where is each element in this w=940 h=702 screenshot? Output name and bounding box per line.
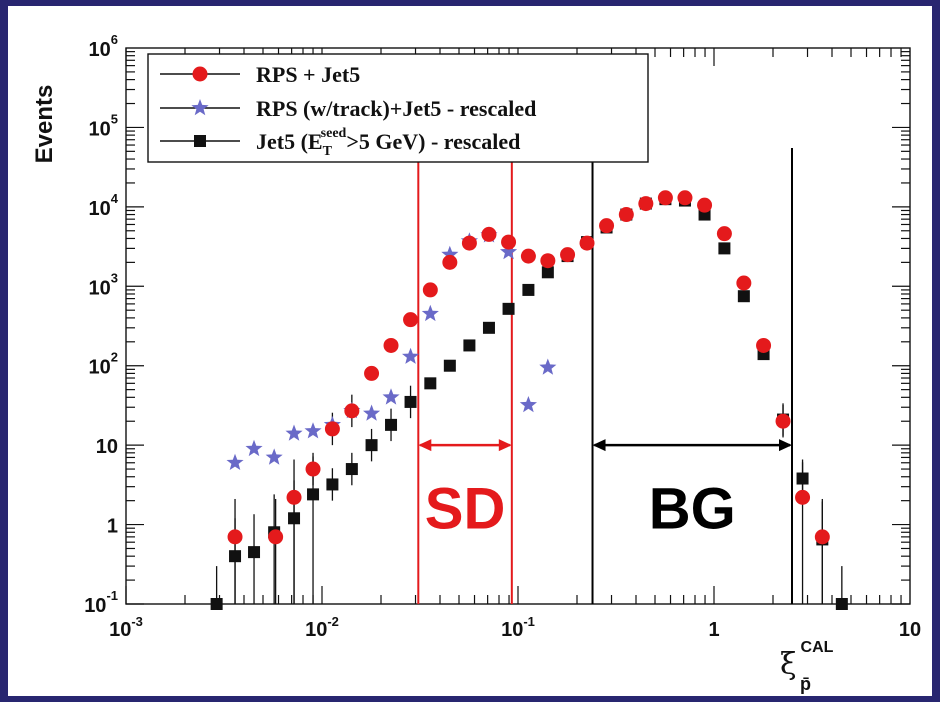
data-point-circle [442, 254, 458, 270]
legend: RPS + Jet5 RPS (w/track)+Jet5 - rescaled J… [147, 53, 649, 163]
data-point-circle [560, 247, 576, 263]
label-layer: Events ξ CAL p̄ [31, 85, 834, 694]
data-point-square [248, 546, 261, 559]
data-point-star [382, 388, 400, 405]
data-point-circle [638, 196, 654, 212]
data-point-circle [618, 207, 634, 223]
y-tick-label: 10 [96, 436, 118, 458]
chart-svg: SD BG 10-3 10-2 10-1 1 1010-11101021031041051… [8, 6, 932, 696]
data-point-circle [677, 190, 693, 206]
legend-label: RPS (w/track)+Jet5 - rescaled [256, 96, 536, 121]
data-point-square [307, 488, 320, 501]
y-tick-label: 102 [89, 350, 118, 379]
data-point-circle [775, 413, 791, 429]
legend-label: RPS + Jet5 [256, 62, 360, 87]
legend-marker-circle [192, 66, 208, 82]
region-layer: SD BG [417, 148, 793, 604]
y-tick-label: 105 [89, 111, 118, 140]
data-point-square [541, 266, 554, 279]
data-point-circle [227, 529, 243, 545]
data-point-circle [814, 529, 830, 545]
legend-marker-square [194, 135, 206, 147]
data-point-square [385, 418, 398, 431]
data-layer [210, 190, 848, 610]
data-point-circle [697, 197, 713, 213]
data-point-circle [520, 248, 536, 264]
region-arrowhead-right [778, 439, 792, 452]
data-point-circle [540, 253, 556, 269]
data-point-square [835, 598, 848, 610]
data-point-circle [736, 275, 752, 291]
data-point-star [402, 347, 420, 364]
y-tick-label: 103 [89, 270, 118, 299]
data-point-square [288, 512, 301, 525]
data-point-square [365, 439, 378, 452]
x-tick-label: 10-2 [305, 614, 339, 641]
data-point-circle [599, 218, 615, 234]
data-point-square [482, 321, 495, 334]
data-point-circle [501, 234, 517, 250]
y-axis-label: Events [31, 85, 58, 164]
data-point-star [265, 448, 283, 465]
region-arrowhead-left [592, 439, 606, 452]
axis-layer: 10-3 10-2 10-1 1 10 10-1 1 10 102 103 104 105 106 [84, 32, 921, 641]
data-point-square [345, 463, 358, 476]
data-point-star [421, 304, 439, 322]
data-point-circle [657, 190, 673, 206]
x-tick-label: 1 [708, 619, 719, 641]
data-point-square [326, 478, 339, 491]
x-tick-label: 10-1 [501, 614, 535, 641]
data-point-square [737, 290, 750, 303]
data-point-circle [324, 421, 340, 437]
data-point-circle [461, 235, 477, 251]
region-arrowhead-right [498, 439, 512, 452]
data-point-square [522, 283, 535, 296]
data-point-square [796, 472, 809, 485]
y-tick-label: 1 [107, 516, 118, 538]
data-point-circle [268, 529, 284, 545]
data-point-circle [364, 365, 380, 381]
data-point-circle [383, 337, 399, 353]
y-tick-label: 10-1 [84, 588, 118, 617]
data-point-circle [481, 226, 497, 242]
data-point-star [500, 243, 518, 260]
legend-label: Jet5 (ETseed>5 GeV) - rescaled [256, 126, 520, 159]
data-point-circle [716, 226, 732, 242]
data-point-square [424, 377, 437, 390]
data-point-star [285, 424, 303, 441]
data-point-star [226, 453, 244, 470]
region-label-bg: BG [649, 476, 736, 541]
data-point-circle [795, 489, 811, 505]
data-point-square [463, 339, 476, 352]
data-point-circle [286, 489, 302, 505]
data-point-circle [403, 312, 419, 328]
data-point-square [210, 598, 223, 610]
data-point-square [443, 359, 456, 372]
y-tick-label: 104 [89, 191, 119, 220]
y-tick-label: 106 [89, 32, 118, 61]
data-point-circle [579, 235, 595, 251]
region-label-sd: SD [425, 476, 506, 541]
data-point-star [519, 396, 537, 413]
data-point-square [404, 395, 417, 408]
x-tick-label: 10-3 [109, 614, 143, 641]
data-point-square [718, 242, 731, 255]
legend-marker-star [191, 99, 209, 116]
x-axis-label: ξ CAL p̄ [780, 639, 834, 694]
data-point-star [539, 358, 557, 375]
data-point-star [441, 245, 459, 262]
data-point-square [229, 550, 242, 563]
data-point-circle [344, 403, 360, 419]
region-arrowhead-left [418, 439, 432, 452]
data-point-star [245, 439, 263, 457]
data-point-star [304, 422, 322, 439]
data-point-star [363, 404, 381, 421]
data-point-circle [756, 337, 772, 353]
x-tick-label: 10 [899, 619, 921, 641]
data-point-circle [305, 461, 321, 477]
data-point-square [502, 302, 515, 315]
data-point-circle [422, 282, 438, 298]
